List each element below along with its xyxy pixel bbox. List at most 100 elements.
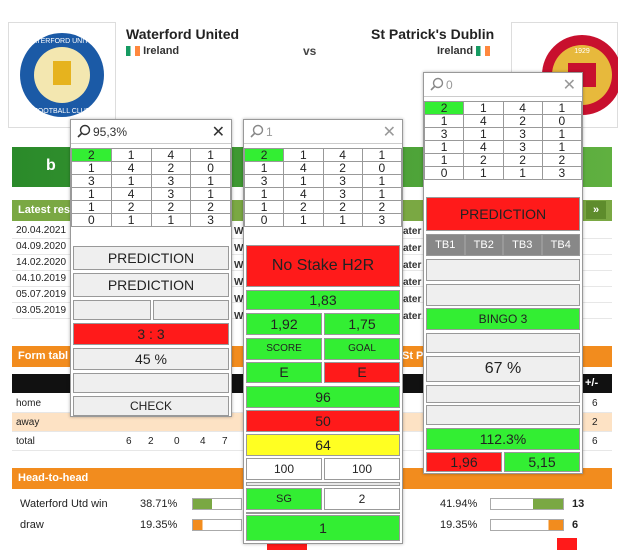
grid-cell[interactable]: 0 [71, 213, 112, 227]
grid-cell[interactable]: 0 [541, 114, 583, 128]
grid-cell[interactable]: 3 [541, 166, 583, 180]
prediction-button[interactable]: PREDICTION [73, 273, 229, 297]
grid-cell[interactable]: 2 [463, 153, 504, 167]
panel-search-bar[interactable]: 95,3% ✕ [71, 120, 231, 144]
grid-cell[interactable]: 1 [243, 200, 285, 214]
grid-cell[interactable]: 1 [110, 148, 152, 162]
tab-tb4[interactable]: TB4 [541, 234, 580, 256]
grid-cell[interactable]: 1 [283, 213, 324, 227]
grid-cell[interactable]: 2 [322, 161, 363, 175]
grid-cell[interactable]: 1 [190, 174, 231, 188]
grid-cell[interactable]: 2 [243, 148, 285, 162]
grid-cell[interactable]: 3 [243, 174, 285, 188]
grid-cell[interactable]: 0 [243, 213, 285, 227]
grid-cell[interactable]: 3 [423, 127, 465, 141]
grid-cell[interactable]: 4 [463, 114, 504, 128]
h2h-bar [192, 519, 242, 531]
search-input[interactable]: 1 [266, 125, 273, 139]
grid-cell[interactable]: 2 [150, 200, 192, 214]
grid-cell[interactable]: 0 [190, 161, 231, 175]
grid-cell[interactable]: 1 [243, 161, 285, 175]
sg-label: SG [246, 488, 322, 510]
grid-cell[interactable]: 1 [541, 127, 583, 141]
grid-cell[interactable]: 4 [110, 187, 152, 201]
predicted-score: 3 : 3 [73, 323, 229, 345]
grid-cell[interactable]: 0 [361, 161, 403, 175]
grid-cell[interactable]: 2 [502, 114, 543, 128]
check-button[interactable]: CHECK [73, 396, 229, 416]
grid-cell[interactable]: 1 [283, 148, 324, 162]
prediction-button[interactable]: PREDICTION [426, 197, 580, 231]
grid-cell[interactable]: 1 [322, 213, 363, 227]
panel-search-bar[interactable]: 1 ✕ [244, 120, 402, 144]
grid-cell[interactable]: 1 [71, 161, 112, 175]
panel-search-bar[interactable]: 0 ✕ [424, 73, 582, 97]
grid-cell[interactable]: 3 [190, 213, 231, 227]
grid-cell[interactable]: 1 [541, 101, 583, 115]
grid-cell[interactable]: 2 [322, 200, 363, 214]
grid-cell[interactable]: 3 [502, 140, 543, 154]
tab-tb3[interactable]: TB3 [503, 234, 542, 256]
grid-cell[interactable]: 1 [361, 187, 403, 201]
grid-cell[interactable]: 1 [71, 200, 112, 214]
grid-cell[interactable]: 4 [502, 101, 543, 115]
grid-cell[interactable]: 1 [463, 101, 504, 115]
grid-cell[interactable]: 1 [110, 174, 152, 188]
grid-cell[interactable]: 3 [150, 174, 192, 188]
result-fragment: ater [403, 260, 422, 271]
close-icon[interactable]: ✕ [382, 124, 396, 141]
grid-cell[interactable]: 4 [150, 148, 192, 162]
grid-cell[interactable]: 2 [361, 200, 403, 214]
grid-cell[interactable]: 1 [361, 148, 403, 162]
away-team-name[interactable]: St Patrick's Dublin [371, 26, 495, 42]
grid-cell[interactable]: 1 [423, 140, 465, 154]
close-icon[interactable]: ✕ [211, 124, 225, 141]
grid-cell[interactable]: 1 [423, 114, 465, 128]
home-team-name[interactable]: Waterford United [126, 26, 240, 42]
grid-cell[interactable]: 1 [110, 213, 152, 227]
grid-cell[interactable]: 1 [150, 213, 192, 227]
prediction-button[interactable]: PREDICTION [73, 246, 229, 270]
grid-cell[interactable]: 4 [322, 148, 363, 162]
grid-cell[interactable]: 3 [322, 187, 363, 201]
grid-cell[interactable]: 4 [110, 161, 152, 175]
grid-cell[interactable]: 1 [283, 174, 324, 188]
grid-cell[interactable]: 1 [463, 166, 504, 180]
grid-cell[interactable]: 1 [541, 140, 583, 154]
grid-cell[interactable]: 3 [150, 187, 192, 201]
grid-cell[interactable]: 3 [502, 127, 543, 141]
close-icon[interactable]: ✕ [562, 77, 576, 94]
grid-cell[interactable]: 2 [283, 200, 324, 214]
row-value: 2 [592, 417, 598, 428]
grid-cell[interactable]: 2 [423, 101, 465, 115]
search-input[interactable]: 95,3% [93, 125, 128, 139]
grid-cell[interactable]: 1 [190, 148, 231, 162]
grid-cell[interactable]: 3 [361, 213, 403, 227]
grid-cell[interactable]: 4 [463, 140, 504, 154]
grid-cell[interactable]: 1 [71, 187, 112, 201]
grid-cell[interactable]: 2 [502, 153, 543, 167]
grid-cell[interactable]: 3 [71, 174, 112, 188]
tab-tb2[interactable]: TB2 [464, 234, 503, 256]
grid-cell[interactable]: 2 [190, 200, 231, 214]
grid-cell[interactable]: 1 [423, 153, 465, 167]
grid-cell[interactable]: 0 [423, 166, 465, 180]
grid-cell[interactable]: 4 [283, 187, 324, 201]
grid-cell[interactable]: 2 [71, 148, 112, 162]
grid-cell[interactable]: 1 [243, 187, 285, 201]
grid-cell[interactable]: 4 [283, 161, 324, 175]
empty-cell [426, 259, 580, 281]
grid-cell[interactable]: 1 [361, 174, 403, 188]
grid-cell[interactable]: 1 [190, 187, 231, 201]
grid-cell[interactable]: 1 [502, 166, 543, 180]
tab-tb1[interactable]: TB1 [426, 234, 465, 256]
search-input[interactable]: 0 [446, 78, 453, 92]
pct-value: 112.3% [426, 428, 580, 450]
grid-cell[interactable]: 3 [322, 174, 363, 188]
grid-cell[interactable]: 2 [110, 200, 152, 214]
grid-cell[interactable]: 2 [541, 153, 583, 167]
grid-cell[interactable]: 2 [150, 161, 192, 175]
grid-cell[interactable]: 1 [463, 127, 504, 141]
latest-results-arrow-button[interactable]: » [586, 201, 606, 219]
